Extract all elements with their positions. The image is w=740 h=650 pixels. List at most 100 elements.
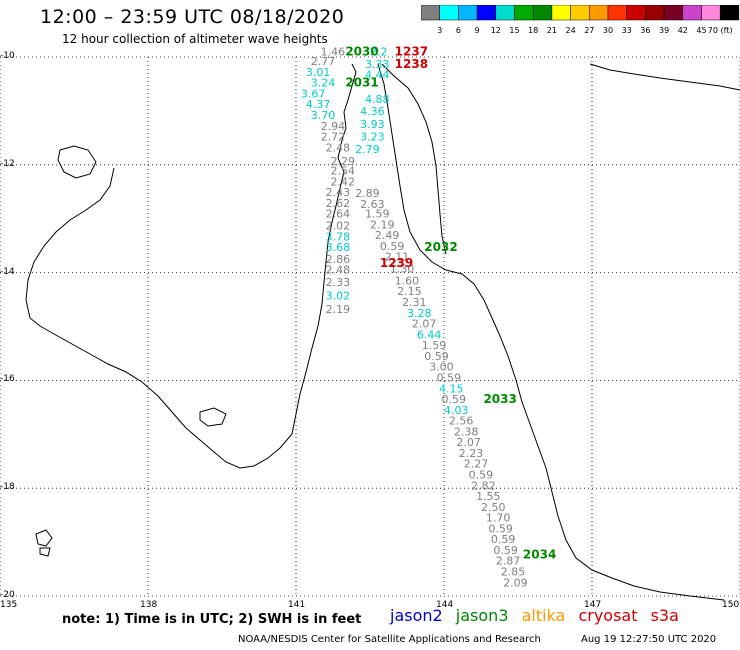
- wave-height-value: 0.59: [493, 544, 518, 557]
- wave-height-value: 2.07: [456, 436, 481, 449]
- wave-height-value: 2.19: [370, 218, 395, 231]
- legend-cryosat: cryosat: [578, 606, 638, 625]
- colorbar-tick-label: 39: [659, 26, 669, 35]
- lat-label: -18: [0, 482, 15, 493]
- wave-height-value: 2.02: [326, 219, 351, 232]
- wave-height-value: 2.07: [412, 318, 437, 331]
- legend-s3a: s3a: [650, 606, 679, 625]
- colorbar-tick-label: 9: [475, 26, 480, 35]
- colorbar-tick-label: 12: [491, 26, 501, 35]
- wave-height-value: 0.59: [488, 522, 513, 535]
- wave-height-value: 3.00: [429, 361, 454, 374]
- wave-height-value: 2.31: [402, 296, 427, 309]
- wave-height-value: 0.59: [380, 240, 405, 253]
- wave-height-value: 2.38: [454, 425, 479, 438]
- wave-height-value: 3.78: [326, 230, 351, 243]
- colorbar-swatch: [719, 5, 740, 21]
- wave-height-value: 3.67: [301, 87, 326, 100]
- wave-height-value: 2.48: [326, 264, 351, 277]
- wave-height-value: 4.37: [306, 98, 331, 111]
- lon-label: 135: [0, 600, 18, 610]
- pass-time-label: 2032: [424, 240, 457, 254]
- wave-height-value: 2.72: [321, 131, 346, 144]
- wave-height-value: 3.23: [360, 131, 385, 144]
- mornington-island: [199, 407, 227, 427]
- gulf-coast: [25, 167, 115, 319]
- wave-height-value: 4.88: [365, 93, 390, 106]
- wave-height-value: 2.43: [326, 186, 351, 199]
- wave-height-value: 3.33: [365, 58, 390, 71]
- lat-label: -14: [0, 266, 15, 277]
- wave-height-labels: 1.462.773.013.243.674.373.702.942.722.48…: [301, 45, 528, 589]
- wave-height-value: 4.44: [365, 69, 390, 82]
- small-island-b: [39, 547, 51, 557]
- chart-subtitle: 12 hour collection of altimeter wave hei…: [62, 32, 328, 46]
- satellite-legend: jason2 jason3 altika cryosat s3a: [390, 606, 687, 625]
- wave-height-value: 3.24: [311, 77, 336, 90]
- colorbar-tick-label: 42: [678, 26, 688, 35]
- lon-label: 141: [288, 600, 306, 610]
- wave-height-value: 2.94: [321, 120, 346, 133]
- wave-height-value: 0.59: [424, 350, 449, 363]
- wave-height-value: 1.60: [395, 274, 420, 287]
- colorbar-tick-label: 36: [640, 26, 650, 35]
- legend-jason3: jason3: [455, 606, 509, 625]
- chart-title: 12:00 – 23:59 UTC 08/18/2020: [40, 6, 345, 28]
- wave-height-value: 2.49: [375, 229, 400, 242]
- wave-height-value: 3.70: [311, 109, 336, 122]
- wave-height-value: 1.55: [476, 490, 501, 503]
- wave-height-value: 2.48: [326, 141, 351, 154]
- colorbar-tick-label: 45: [696, 26, 706, 35]
- legend-jason2: jason2: [390, 606, 443, 625]
- lat-lon-grid: [0, 56, 740, 597]
- wave-height-value: 1.59: [365, 208, 390, 221]
- wave-height-value: 4.36: [360, 105, 385, 118]
- lon-label: 150: [722, 600, 740, 610]
- wave-height-value: 1.46: [321, 45, 346, 58]
- colorbar-tick-label: 3: [437, 26, 442, 35]
- source-credit: NOAA/NESDIS Center for Satellite Applica…: [238, 634, 541, 645]
- wave-height-value: 1.30: [390, 263, 415, 276]
- wave-height-value: 2.15: [397, 285, 422, 298]
- generation-timestamp: Aug 19 12:27:50 UTC 2020: [581, 634, 717, 645]
- groote-island: [57, 145, 97, 179]
- wave-height-value: 3.02: [326, 290, 351, 303]
- wave-height-value: 6.44: [417, 328, 442, 341]
- wave-height-value: 2.23: [459, 447, 484, 460]
- colorbar-tick-label: 70 (ft): [708, 26, 733, 35]
- wave-height-value: 2.62: [326, 197, 351, 210]
- wave-height-value: 2.42: [331, 175, 356, 188]
- wave-height-value: 2.56: [449, 415, 474, 428]
- wave-height-value: 3.68: [326, 241, 351, 254]
- wave-height-value: 2.79: [355, 143, 380, 156]
- wave-height-value: 2.09: [503, 576, 528, 589]
- pass-time-label: 1237: [395, 44, 428, 58]
- colorbar-tick-label: 18: [528, 26, 538, 35]
- wave-height-value: 2.50: [481, 501, 506, 514]
- wave-height-value: 0.59: [437, 371, 462, 384]
- colorbar-tick-label: 6: [456, 26, 461, 35]
- wave-height-value: 0.59: [491, 533, 516, 546]
- colorbar-tick-label: 33: [622, 26, 632, 35]
- png-coast: [589, 63, 740, 91]
- pass-time-label: 2033: [483, 392, 516, 406]
- colorbar-tick-label: 15: [509, 26, 519, 35]
- wave-height-value: 2.33: [326, 276, 351, 289]
- wave-height-value: 2.64: [326, 208, 351, 221]
- wave-height-value: 0.59: [442, 393, 467, 406]
- wave-height-value: 2.2: [370, 45, 388, 58]
- wave-height-value: 3.01: [306, 66, 331, 79]
- pass-time-label: 2034: [523, 547, 556, 561]
- east-coast: [377, 63, 725, 601]
- small-island-a: [35, 529, 53, 547]
- colorbar-tick-label: 27: [584, 26, 594, 35]
- wave-height-value: 2.11: [385, 251, 410, 264]
- wave-height-value: 0.59: [469, 468, 494, 481]
- wave-height-value: 2.85: [501, 566, 526, 579]
- lat-label: -16: [0, 374, 15, 385]
- wave-height-value: 1.70: [486, 512, 511, 525]
- lon-label: 138: [140, 600, 158, 610]
- wave-height-value: 2.19: [326, 303, 351, 316]
